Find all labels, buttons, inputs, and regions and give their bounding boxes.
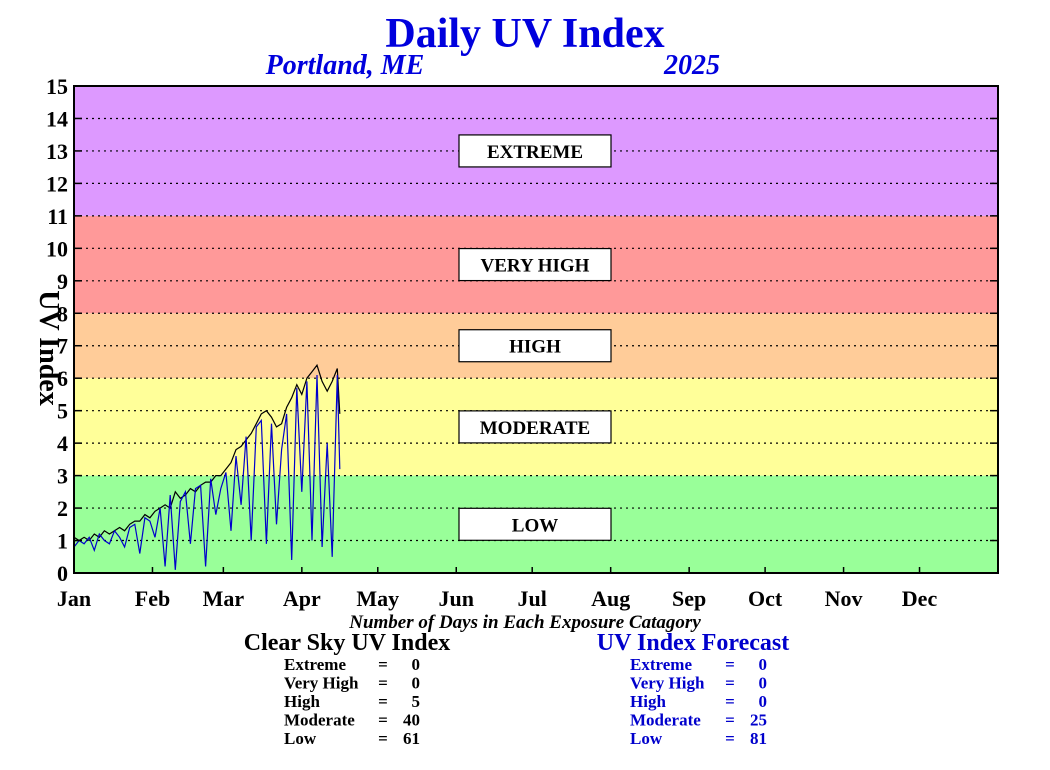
stats-row-name: Very High [284, 674, 359, 693]
x-tick-label: Nov [825, 586, 863, 611]
stats-row-name: Extreme [630, 655, 692, 674]
y-axis-label: UV Index [33, 290, 64, 405]
stats-row-equals: = [378, 711, 388, 730]
y-tick-label: 12 [46, 171, 68, 196]
series-clear-sky-uv-index [73, 363, 341, 542]
stats-row-equals: = [378, 729, 388, 748]
x-tick-labels: Jan Feb Mar Apr May Jun Jul Aug Sep Oct Nov Dec [57, 567, 938, 611]
stats-row-name: Low [630, 729, 663, 748]
y-tick-label: 13 [46, 139, 68, 164]
band-label-low: LOW [458, 507, 612, 541]
x-tick-label: Sep [672, 586, 706, 611]
stats-panel-title: Clear Sky UV Index [244, 630, 450, 656]
stats-row-value: 0 [412, 655, 421, 674]
y-tick-label: 11 [47, 204, 68, 229]
y-tick-label: 0 [57, 561, 68, 586]
stats-row-value: 5 [412, 692, 421, 711]
x-tick-label: Apr [283, 586, 321, 611]
y-tick-label: 10 [46, 236, 68, 261]
stats-row-value: 0 [759, 674, 768, 693]
y-tick-label: 6 [57, 366, 68, 391]
stats-row-equals: = [725, 692, 735, 711]
x-tick-label: Mar [203, 586, 245, 611]
band-label-moderate: MODERATE [458, 410, 612, 444]
band-label-box [458, 247, 612, 282]
x-tick-label: Jul [518, 586, 547, 611]
stats-row-equals: = [378, 655, 388, 674]
stats-row-name: Moderate [284, 711, 355, 730]
band-label-text: MODERATE [480, 418, 590, 439]
location-subtitle: Portland, ME [265, 50, 425, 81]
stats-row-equals: = [378, 674, 388, 693]
y-tick-label: 7 [57, 334, 68, 359]
y-tick-label: 2 [57, 496, 68, 521]
stats-row-value: 0 [759, 692, 768, 711]
y-tick-label: 14 [46, 106, 68, 131]
stats-row-name: High [630, 692, 666, 711]
series-uv-index-forecast [73, 374, 341, 570]
stats-row-value: 61 [403, 729, 420, 748]
stats-row-equals: = [725, 655, 735, 674]
x-tick-label: Jun [439, 586, 474, 611]
stats-panel-title: UV Index Forecast [597, 630, 789, 656]
year-subtitle: 2025 [663, 50, 720, 81]
band-label-box [458, 410, 612, 444]
band-label-box [458, 134, 612, 168]
band-label-very-high: VERY HIGH [458, 247, 612, 282]
stats-row-name: High [284, 692, 320, 711]
x-tick-label: Jan [57, 586, 91, 611]
x-tick-label: Aug [591, 586, 630, 611]
stats-row-value: 0 [759, 655, 768, 674]
band-label-text: LOW [512, 515, 558, 536]
stats-caption: Number of Days in Each Exposure Catagory [348, 612, 701, 633]
band-label-extreme: EXTREME [458, 134, 612, 168]
stats-row-name: Moderate [630, 711, 701, 730]
band-label-box [458, 507, 612, 541]
y-tick-label: 9 [57, 269, 68, 294]
stats-row-equals: = [725, 711, 735, 730]
x-tick-label: Dec [902, 586, 938, 611]
band-label-high: HIGH [458, 329, 612, 363]
stats-row-name: Extreme [284, 655, 346, 674]
band-label-text: HIGH [509, 337, 561, 358]
chart-title: Daily UV Index [385, 11, 664, 57]
stats-row-equals: = [378, 692, 388, 711]
stats-row-value: 40 [403, 711, 420, 730]
y-tick-label: 3 [57, 464, 68, 489]
band-label-box [458, 329, 612, 363]
stats-row-value: 25 [750, 711, 767, 730]
stats-row-value: 81 [750, 729, 767, 748]
y-tick-label: 15 [46, 74, 68, 99]
band-label-text: VERY HIGH [481, 256, 590, 277]
band-labels: LOW MODERATE HIGH VERY HIGH EXTREME [458, 134, 612, 541]
stats-row-value: 0 [412, 674, 421, 693]
x-tick-label: May [356, 586, 399, 611]
y-tick-label: 1 [57, 529, 68, 554]
stats-row-equals: = [725, 674, 735, 693]
x-tick-label: Oct [748, 586, 783, 611]
stats-row-name: Low [284, 729, 317, 748]
y-tick-label: 8 [57, 301, 68, 326]
y-tick-label: 4 [57, 431, 68, 456]
band-label-text: EXTREME [487, 142, 583, 163]
series-lines [73, 363, 341, 570]
x-tick-label: Feb [135, 586, 170, 611]
stats-row-name: Very High [630, 674, 705, 693]
stats-row-equals: = [725, 729, 735, 748]
y-tick-label: 5 [57, 399, 68, 424]
plot-frame [73, 85, 999, 574]
